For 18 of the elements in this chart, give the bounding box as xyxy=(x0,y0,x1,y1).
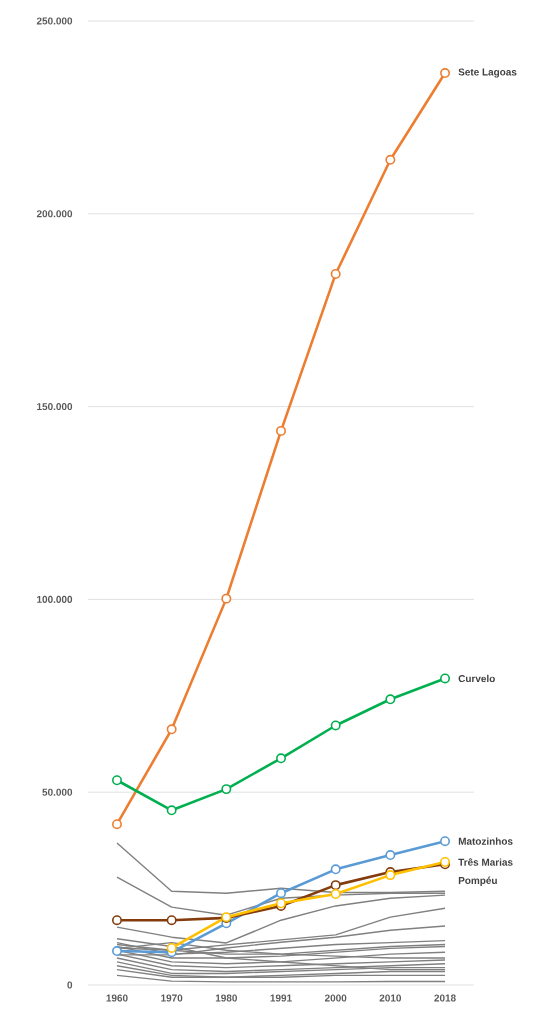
series-label: Matozinhos xyxy=(458,837,513,845)
y-tick-label: 0 xyxy=(67,981,73,989)
y-tick-label: 200.000 xyxy=(36,210,73,218)
y-tick-label: 50.000 xyxy=(42,788,73,796)
series-label: Curvelo xyxy=(458,674,495,683)
y-tick-label: 100.000 xyxy=(37,595,73,603)
x-tick-label: 1991 xyxy=(270,994,292,1002)
x-tick-label: 2010 xyxy=(379,994,402,1002)
x-tick-label: 2000 xyxy=(324,994,347,1002)
x-tick-label: 1970 xyxy=(161,994,183,1002)
x-tick-label: 1980 xyxy=(215,994,238,1002)
x-tick-label: 2018 xyxy=(434,994,456,1002)
series-label: Sete Lagoas xyxy=(458,68,517,78)
y-tick-label: 250.000 xyxy=(36,17,73,25)
y-tick-label: 150.000 xyxy=(37,403,73,411)
series-label: Pompéu xyxy=(458,876,497,886)
x-tick-label: 1960 xyxy=(106,994,128,1002)
series-label: Três Marias xyxy=(458,858,513,866)
